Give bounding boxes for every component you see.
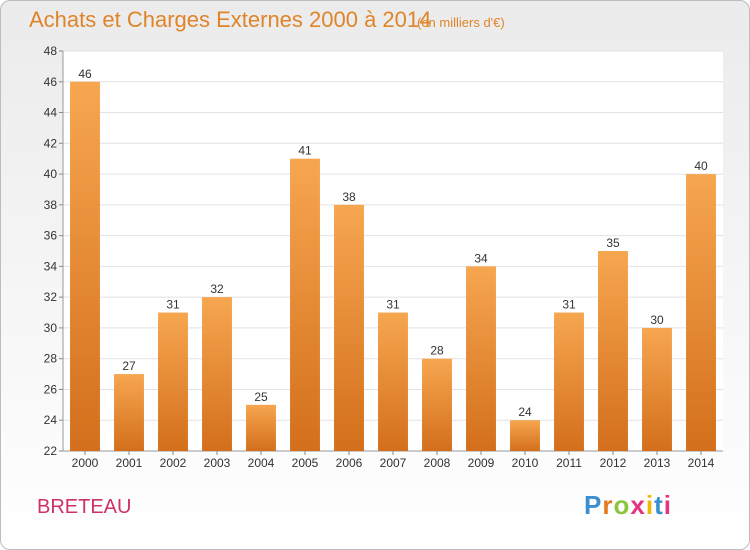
brand-letter: r [602, 490, 614, 520]
data-label-2009: 34 [474, 251, 488, 265]
data-label-2003: 32 [210, 282, 224, 296]
data-label-2007: 31 [386, 298, 400, 312]
bar-2001 [114, 374, 144, 451]
bar-2009 [466, 266, 496, 451]
x-tick-label-2005: 2005 [292, 456, 319, 470]
bar-2002 [158, 312, 188, 451]
x-tick-label-2009: 2009 [468, 456, 495, 470]
brand-letter: i [663, 490, 672, 520]
x-tick-label-2001: 2001 [116, 456, 143, 470]
y-tick-label: 36 [44, 229, 58, 243]
chart-subtitle: (en milliers d'€) [417, 15, 505, 30]
x-tick-label-2002: 2002 [160, 456, 187, 470]
data-label-2006: 38 [342, 190, 356, 204]
x-tick-label-2011: 2011 [556, 456, 582, 470]
bar-2007 [378, 312, 408, 451]
brand-letter: x [630, 490, 646, 520]
town-name: BRETEAU [37, 496, 132, 518]
y-tick-label: 28 [44, 352, 58, 366]
bar-2010 [510, 420, 540, 451]
bar-2005 [290, 158, 320, 451]
x-tick-label-2004: 2004 [248, 456, 275, 470]
bar-2004 [246, 404, 276, 451]
data-label-2005: 41 [298, 144, 312, 158]
data-label-2013: 30 [650, 313, 664, 327]
bar-2014 [686, 174, 716, 452]
x-tick-label-2000: 2000 [72, 456, 99, 470]
y-tick-label: 40 [44, 167, 58, 181]
y-tick-label: 22 [44, 444, 58, 458]
y-tick-label: 46 [44, 75, 58, 89]
x-tick-label-2014: 2014 [688, 456, 715, 470]
bar-2000 [70, 81, 100, 452]
bar-2008 [422, 358, 452, 451]
chart-title: Achats et Charges Externes 2000 à 2014 [29, 7, 432, 32]
y-tick-label: 30 [44, 321, 58, 335]
data-label-2011: 31 [562, 298, 576, 312]
data-label-2001: 27 [122, 359, 136, 373]
y-tick-label: 24 [44, 413, 58, 427]
x-tick-label-2003: 2003 [204, 456, 231, 470]
y-tick-label: 42 [44, 136, 58, 150]
brand-letter: P [584, 490, 603, 520]
data-label-2010: 24 [518, 405, 532, 419]
brand-letter: i [645, 490, 655, 520]
data-label-2008: 28 [430, 344, 444, 358]
x-tick-label-2010: 2010 [512, 456, 539, 470]
data-label-2002: 31 [166, 298, 180, 312]
data-label-2000: 46 [78, 67, 92, 81]
x-tick-label-2007: 2007 [380, 456, 407, 470]
bar-2011 [554, 312, 584, 451]
bar-2006 [334, 204, 364, 451]
x-tick-label-2012: 2012 [600, 456, 627, 470]
brand-letter: o [613, 490, 631, 520]
data-label-2012: 35 [606, 236, 620, 250]
y-tick-label: 38 [44, 198, 58, 212]
x-tick-label-2013: 2013 [644, 456, 671, 470]
data-label-2004: 25 [254, 390, 268, 404]
x-tick-label-2008: 2008 [424, 456, 451, 470]
y-tick-label: 34 [44, 259, 58, 273]
y-tick-label: 44 [44, 106, 58, 120]
y-tick-label: 26 [44, 382, 58, 396]
bar-2012 [598, 251, 628, 451]
data-label-2014: 40 [694, 159, 708, 173]
bar-2003 [202, 297, 232, 451]
y-tick-label: 48 [44, 44, 58, 58]
brand-letter: t [654, 490, 664, 520]
x-tick-label-2006: 2006 [336, 456, 363, 470]
proxiti-logo: Proxiti [584, 490, 672, 521]
bar-2013 [642, 327, 672, 451]
y-tick-label: 32 [44, 290, 58, 304]
